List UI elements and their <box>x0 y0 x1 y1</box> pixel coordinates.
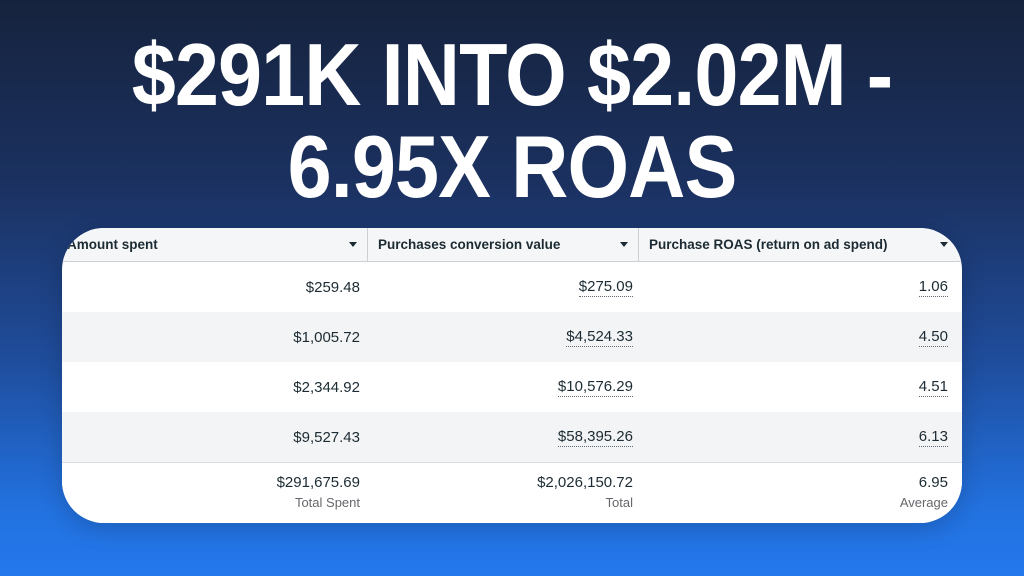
cell-amount-spent: $9,527.43 <box>293 428 360 446</box>
cell-conversion-value: $275.09 <box>368 262 639 312</box>
caret-down-icon[interactable] <box>620 242 628 247</box>
cell-conversion-value: $4,524.33 <box>368 312 639 362</box>
table-row: $1,005.72 $4,524.33 4.50 <box>62 312 962 362</box>
cell-amount-spent: $259.48 <box>305 278 360 296</box>
table-footer-row: $291,675.69 Total Spent $2,026,150.72 To… <box>62 462 962 523</box>
column-header-purchases-conversion-value[interactable]: Purchases conversion value <box>368 228 639 261</box>
footer-label: Average <box>899 495 948 510</box>
table-row: $2,344.92 $10,576.29 4.51 <box>62 362 962 412</box>
column-header-amount-spent[interactable]: Amount spent <box>62 228 368 261</box>
tooltip-value[interactable]: 4.50 <box>918 327 948 347</box>
tooltip-value[interactable]: 4.51 <box>918 377 948 397</box>
cell-amount-spent: $2,344.92 <box>293 378 360 396</box>
tooltip-value[interactable]: $10,576.29 <box>557 377 633 397</box>
tooltip-value[interactable]: 1.06 <box>918 277 948 297</box>
tooltip-value[interactable]: $4,524.33 <box>566 327 633 347</box>
caret-down-icon[interactable] <box>940 242 948 247</box>
headline-line-1: $291K INTO $2.02M - <box>131 25 893 124</box>
cell-roas: 1.06 <box>639 262 962 312</box>
table-row: $259.48 $275.09 1.06 <box>62 262 962 312</box>
tooltip-value[interactable]: $275.09 <box>578 277 633 297</box>
footer-average-roas: 6.95 Average <box>639 463 962 523</box>
cell-roas: 6.13 <box>639 412 962 462</box>
cell-conversion-value: $10,576.29 <box>368 362 639 412</box>
tooltip-value[interactable]: $58,395.26 <box>557 427 633 447</box>
column-header-label: Amount spent <box>67 237 158 252</box>
column-header-label: Purchase ROAS (return on ad spend) <box>649 237 888 252</box>
cell-roas: 4.51 <box>639 362 962 412</box>
footer-label: Total <box>605 495 633 510</box>
footer-label: Total Spent <box>294 495 360 510</box>
column-header-purchase-roas[interactable]: Purchase ROAS (return on ad spend) <box>639 228 962 261</box>
footer-value: $291,675.69 <box>276 474 360 491</box>
footer-value: $2,026,150.72 <box>537 474 633 491</box>
cell-conversion-value: $58,395.26 <box>368 412 639 462</box>
ads-manager-report-table: Amount spent Purchases conversion value … <box>62 228 962 523</box>
table-row: $9,527.43 $58,395.26 6.13 <box>62 412 962 462</box>
column-header-label: Purchases conversion value <box>378 237 561 252</box>
footer-value: 6.95 <box>918 474 948 491</box>
footer-total-conversion-value: $2,026,150.72 Total <box>368 463 639 523</box>
footer-total-spent: $291,675.69 Total Spent <box>62 463 368 523</box>
headline-line-2: 6.95X ROAS <box>287 117 738 216</box>
tooltip-value[interactable]: 6.13 <box>918 427 948 447</box>
caret-down-icon[interactable] <box>349 242 357 247</box>
headline: $291K INTO $2.02M - 6.95X ROAS <box>51 29 973 213</box>
cell-amount-spent: $1,005.72 <box>293 328 360 346</box>
table-header-row: Amount spent Purchases conversion value … <box>62 228 962 262</box>
cell-roas: 4.50 <box>639 312 962 362</box>
